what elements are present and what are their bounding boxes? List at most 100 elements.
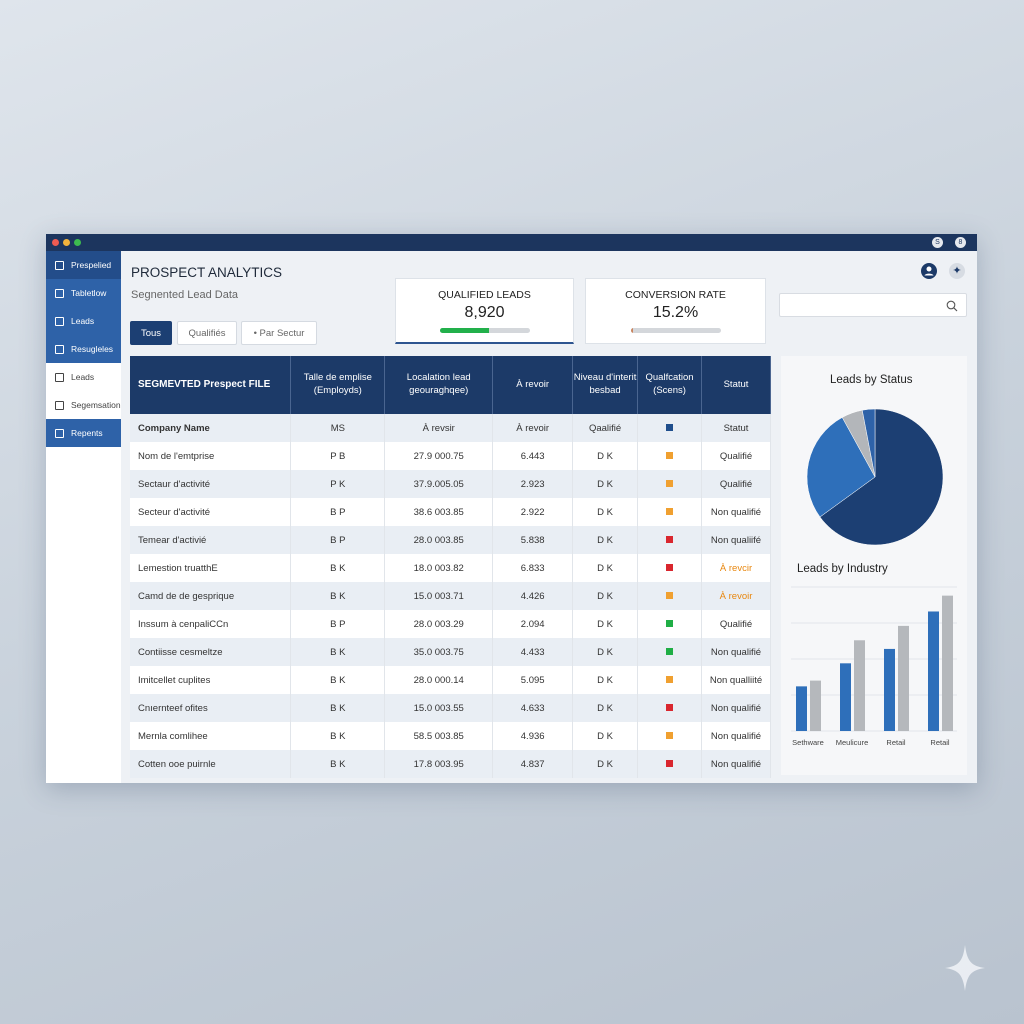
sparkle-icon	[945, 945, 985, 991]
table-cell: À revoir	[701, 582, 771, 610]
sidebar: Prespelied Tabletlow Leads Resugleles Leads S…	[46, 251, 121, 783]
table-cell: Secteur d'activité	[130, 498, 292, 526]
table-row[interactable]: Contiisse cesmeltze B K 35.0 003.75 4.433 D …	[130, 638, 771, 666]
sidebar-item[interactable]: Leads	[46, 307, 121, 335]
bar	[810, 680, 821, 731]
table-cell: Sectaur d'activité	[130, 470, 292, 498]
status-square-icon	[666, 591, 674, 599]
status-square-icon	[666, 647, 674, 655]
table-row[interactable]: Temear d'activié B P 28.0 003.85 5.838 D K No…	[130, 526, 771, 554]
table-cell: Qualifié	[701, 442, 771, 470]
sidebar-item[interactable]: Segemsation	[46, 391, 121, 419]
table-cell: B K	[290, 638, 386, 666]
table-cell: Cnıernteef ofites	[130, 694, 292, 722]
bar	[928, 611, 939, 731]
chart-icon	[55, 260, 64, 270]
table-cell: 4.837	[492, 750, 574, 778]
sidebar-item[interactable]: Prespelied	[46, 251, 121, 279]
table-cell: D K	[572, 582, 639, 610]
table-row[interactable]: Nom de l'emtprise P B 27.9 000.75 6.443 D K Q…	[130, 442, 771, 470]
sidebar-item-label: Tabletlow	[71, 288, 107, 298]
column-header[interactable]: Localation lead geouraghqee)	[384, 356, 494, 414]
table-row[interactable]: Sectaur d'activité P K 37.9.005.05 2.923 D K…	[130, 470, 771, 498]
qualification-indicator	[637, 526, 703, 554]
column-header[interactable]: Qualfcation (Scens)	[637, 356, 703, 414]
pie-slice	[819, 408, 944, 546]
table-cell: Non qualifié	[701, 638, 771, 666]
table-cell: À revoir	[492, 414, 574, 442]
sidebar-item[interactable]: Tabletlow	[46, 279, 121, 307]
table-cell: B K	[290, 694, 386, 722]
sidebar-item-label: Resugleles	[71, 344, 114, 354]
sidebar-item[interactable]: Repents	[46, 419, 121, 447]
table-cell: Non qualifié	[701, 750, 771, 778]
table-row[interactable]: Cnıernteef ofites B K 15.0 003.55 4.633 D K N…	[130, 694, 771, 722]
table-cell: 15.0 003.71	[384, 582, 494, 610]
pie-slice	[861, 408, 876, 478]
table-cell: 4.633	[492, 694, 574, 722]
titlebar-icon-2[interactable]: 8	[955, 237, 966, 248]
table-row[interactable]: Company Name MS À revsir À revoir Qaalifié St…	[130, 414, 771, 442]
table-cell: B P	[290, 610, 386, 638]
column-header[interactable]: Statut	[701, 356, 771, 414]
bar	[840, 663, 851, 731]
filter-qualifies[interactable]: Qualifiés	[177, 321, 237, 345]
titlebar-icon-1[interactable]: S	[932, 237, 943, 248]
table-cell: Mernla comlihee	[130, 722, 292, 750]
table-cell: 58.5 003.85	[384, 722, 494, 750]
table-cell: 17.8 003.95	[384, 750, 494, 778]
table-row[interactable]: Lemestion truatthE B K 18.0 003.82 6.833 D K…	[130, 554, 771, 582]
table-row[interactable]: Mernla comlihee B K 58.5 003.85 4.936 D K Non…	[130, 722, 771, 750]
table-cell: Statut	[701, 414, 771, 442]
table-cell: D K	[572, 554, 639, 582]
column-header[interactable]: Niveau d'interit besbad	[572, 356, 639, 414]
column-header[interactable]: SEGMEVTED Prespect FILE	[130, 356, 292, 414]
bar	[942, 595, 953, 731]
table-cell: Cotten ooe puirnle	[130, 750, 292, 778]
qualification-indicator	[637, 722, 703, 750]
table-row[interactable]: Inssum à cenpaliCCn B P 28.0 003.29 2.094 D …	[130, 610, 771, 638]
qualification-indicator	[637, 498, 703, 526]
table-cell: 28.0 003.85	[384, 526, 494, 554]
leads-by-status-pie	[806, 408, 944, 546]
status-square-icon	[666, 619, 674, 627]
bar	[854, 640, 865, 731]
table-icon	[55, 288, 64, 298]
search-icon[interactable]	[946, 300, 958, 312]
x-tick-label: Meulicure	[836, 738, 869, 747]
kpi-progress-bar	[439, 328, 530, 333]
table-cell: 4.936	[492, 722, 574, 750]
table-cell: 6.443	[492, 442, 574, 470]
column-header[interactable]: À revoir	[492, 356, 574, 414]
table-cell: B K	[290, 722, 386, 750]
filter-tous[interactable]: Tous	[130, 321, 172, 345]
table-cell: P K	[290, 470, 386, 498]
sidebar-item[interactable]: Leads	[46, 363, 121, 391]
table-row[interactable]: Secteur d'activité B P 38.6 003.85 2.922 D K…	[130, 498, 771, 526]
minimize-window-button[interactable]	[63, 239, 70, 246]
table-row[interactable]: Camd de de gesprique B K 15.0 003.71 4.426 D…	[130, 582, 771, 610]
table-cell: 5.838	[492, 526, 574, 554]
table-cell: 5.095	[492, 666, 574, 694]
close-window-button[interactable]	[52, 239, 59, 246]
table-cell: 28.0 003.29	[384, 610, 494, 638]
maximize-window-button[interactable]	[74, 239, 81, 246]
table-cell: 27.9 000.75	[384, 442, 494, 470]
user-avatar-icon[interactable]	[921, 263, 937, 279]
table-row[interactable]: Cotten ooe puirnle B K 17.8 003.95 4.837 D K…	[130, 750, 771, 778]
search-input[interactable]	[779, 293, 967, 317]
table-cell: Temear d'activié	[130, 526, 292, 554]
table-cell: Qualifié	[701, 610, 771, 638]
main-content: PROSPECT ANALYTICS Segnented Lead Data T…	[121, 251, 977, 783]
sidebar-item-label: Segemsation	[71, 400, 121, 410]
pin-icon[interactable]: ✦	[949, 263, 965, 279]
table-row[interactable]: Imitcellet cuplites B K 28.0 000.14 5.095 D …	[130, 666, 771, 694]
filter-par-secteur[interactable]: • Par Sectur	[241, 321, 317, 345]
table-cell: 6.833	[492, 554, 574, 582]
building-icon	[55, 344, 64, 354]
column-header[interactable]: Talle de emplise (Employds)	[290, 356, 386, 414]
sidebar-item-label: Leads	[71, 316, 95, 326]
sidebar-item[interactable]: Resugleles	[46, 335, 121, 363]
table-cell: D K	[572, 694, 639, 722]
qualification-indicator	[637, 414, 703, 442]
